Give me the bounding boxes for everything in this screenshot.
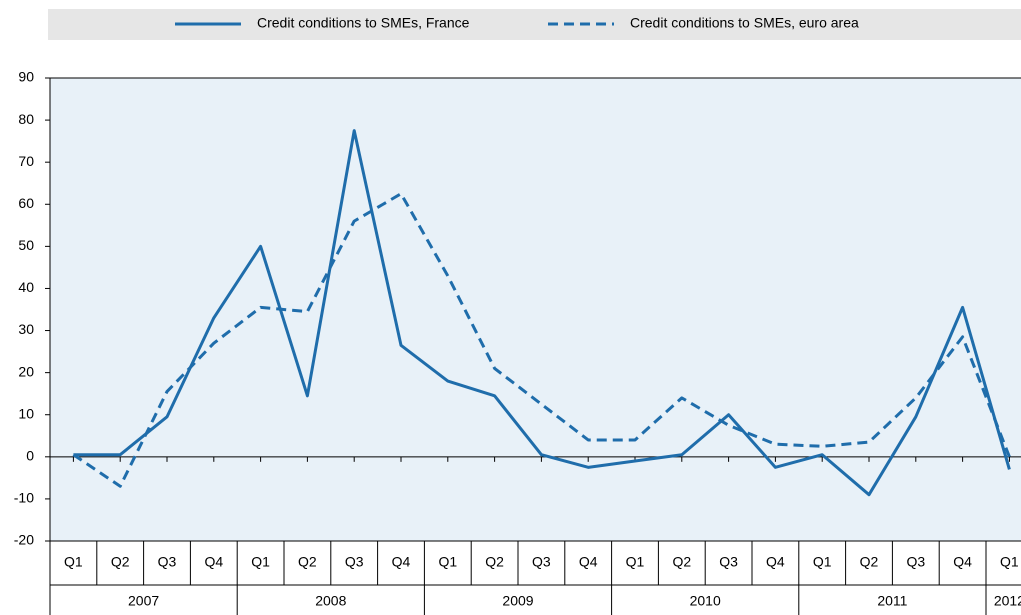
x-tick-label: Q4	[204, 554, 223, 570]
y-tick-label: 40	[18, 279, 34, 295]
x-group-label: 2010	[690, 593, 721, 609]
y-tick-label: 10	[18, 405, 34, 421]
x-tick-label: Q4	[953, 554, 972, 570]
y-tick-label: 80	[18, 111, 34, 127]
x-tick-label: Q1	[813, 554, 832, 570]
legend-label: Credit conditions to SMEs, France	[257, 15, 470, 31]
x-tick-label: Q3	[532, 554, 551, 570]
x-tick-label: Q3	[345, 554, 364, 570]
x-tick-label: Q2	[860, 554, 879, 570]
x-tick-label: Q2	[672, 554, 691, 570]
x-tick-label: Q1	[251, 554, 270, 570]
y-tick-label: 70	[18, 153, 34, 169]
y-tick-label: 90	[18, 69, 34, 85]
y-tick-label: -10	[14, 490, 34, 506]
series-line	[72, 192, 1011, 488]
y-tick-label: -20	[14, 532, 34, 548]
x-tick-label: Q4	[392, 554, 411, 570]
x-tick-label: Q1	[626, 554, 645, 570]
x-tick-label: Q3	[158, 554, 177, 570]
x-tick-label: Q4	[579, 554, 598, 570]
x-group-label: 2012	[994, 593, 1021, 609]
x-group-label: 2007	[128, 593, 159, 609]
x-group-label: 2009	[502, 593, 533, 609]
x-tick-label: Q1	[64, 554, 83, 570]
y-tick-label: 60	[18, 195, 34, 211]
y-tick-label: 30	[18, 321, 34, 337]
x-tick-label: Q1	[1000, 554, 1019, 570]
x-tick-label: Q3	[719, 554, 738, 570]
y-tick-label: 20	[18, 363, 34, 379]
x-tick-label: Q1	[438, 554, 457, 570]
legend-label: Credit conditions to SMEs, euro area	[630, 15, 859, 31]
plot-area	[49, 77, 1021, 542]
x-tick-label: Q2	[485, 554, 504, 570]
y-tick-label: 0	[26, 448, 34, 464]
series-line	[73, 129, 1011, 497]
x-tick-label: Q3	[906, 554, 925, 570]
x-tick-label: Q4	[766, 554, 785, 570]
x-tick-label: Q2	[111, 554, 130, 570]
y-tick-label: 50	[18, 237, 34, 253]
x-tick-label: Q2	[298, 554, 317, 570]
x-group-label: 2011	[877, 593, 907, 609]
x-group-label: 2008	[315, 593, 346, 609]
